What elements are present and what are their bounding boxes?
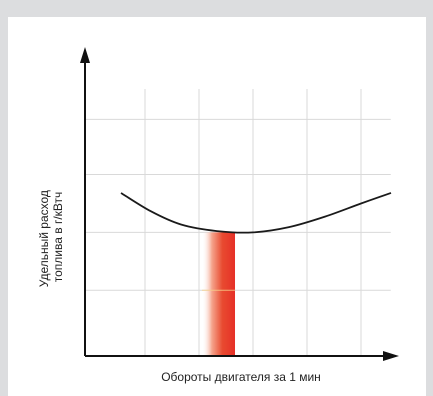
fuel-consumption-curve <box>120 192 392 234</box>
y-axis-label: Удельный расход топлива в г/кВтч <box>37 187 65 287</box>
x-axis-label: Обороты двигателя за 1 мин <box>161 370 321 384</box>
y-axis-arrow <box>80 47 90 63</box>
y-axis-label-line-2: топлива в г/кВтч <box>51 192 65 283</box>
chart-panel: Обороты двигателя за 1 мин Удельный расх… <box>8 17 426 396</box>
y-axis-label-line-1: Удельный расход <box>37 190 51 287</box>
optimal-rpm-band <box>202 232 236 356</box>
chart: Обороты двигателя за 1 мин Удельный расх… <box>37 47 399 384</box>
x-axis-arrow <box>383 351 399 361</box>
grid-lines <box>85 89 391 356</box>
